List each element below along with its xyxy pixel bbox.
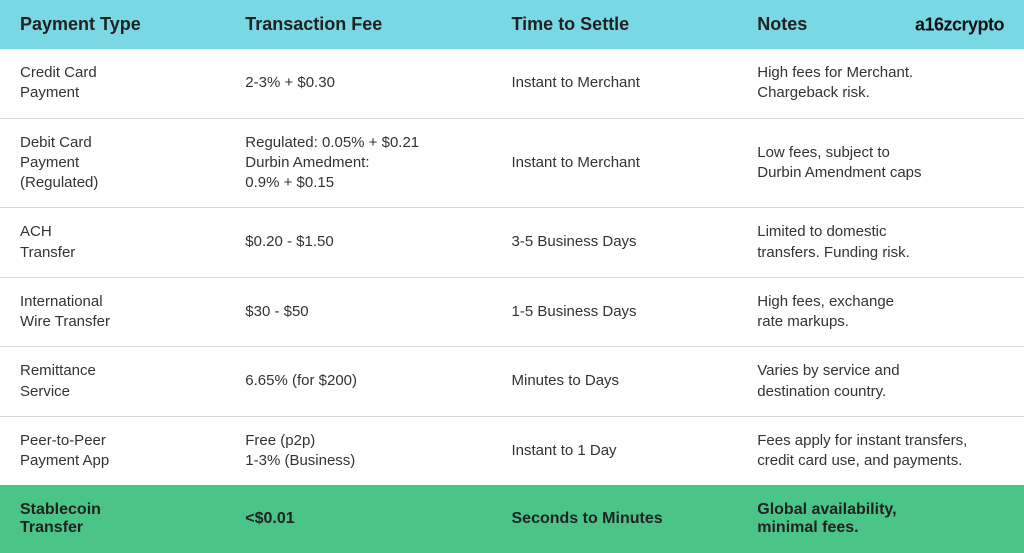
cell-fee: Free (p2p) 1-3% (Business) [225,416,491,485]
cell-payment-type: Stablecoin Transfer [0,485,225,553]
col-header: Transaction Fee [245,14,382,34]
brand-logo: a16zcrypto [915,14,1004,35]
cell-notes: Low fees, subject to Durbin Amendment ca… [737,118,1024,208]
highlight-row: Stablecoin Transfer <$0.01 Seconds to Mi… [0,485,1024,553]
col-header: Time to Settle [512,14,630,34]
cell-payment-type: Credit Card Payment [0,49,225,118]
cell-fee: Regulated: 0.05% + $0.21 Durbin Amedment… [225,118,491,208]
cell-fee: $0.20 - $1.50 [225,208,491,278]
cell-settle: 1-5 Business Days [492,277,738,347]
table-row: Credit Card Payment 2-3% + $0.30 Instant… [0,49,1024,118]
table-row: International Wire Transfer $30 - $50 1-… [0,277,1024,347]
cell-notes: Limited to domestic transfers. Funding r… [737,208,1024,278]
cell-settle: Instant to 1 Day [492,416,738,485]
cell-notes: Global availability, minimal fees. [737,485,1024,553]
cell-payment-type: International Wire Transfer [0,277,225,347]
cell-fee: <$0.01 [225,485,491,553]
cell-payment-type: Peer-to-Peer Payment App [0,416,225,485]
payment-comparison-table: Payment Type Transaction Fee Time to Set… [0,0,1024,553]
cell-settle: 3-5 Business Days [492,208,738,278]
cell-notes: Fees apply for instant transfers, credit… [737,416,1024,485]
col-header: Payment Type [20,14,141,34]
cell-notes: Varies by service and destination countr… [737,347,1024,417]
cell-settle: Instant to Merchant [492,49,738,118]
table-row: Peer-to-Peer Payment App Free (p2p) 1-3%… [0,416,1024,485]
cell-fee: $30 - $50 [225,277,491,347]
table-header-row: Payment Type Transaction Fee Time to Set… [0,0,1024,49]
cell-notes: High fees, exchange rate markups. [737,277,1024,347]
cell-payment-type: ACH Transfer [0,208,225,278]
table-row: Remittance Service 6.65% (for $200) Minu… [0,347,1024,417]
cell-notes: High fees for Merchant. Chargeback risk. [737,49,1024,118]
cell-fee: 2-3% + $0.30 [225,49,491,118]
cell-payment-type: Debit Card Payment (Regulated) [0,118,225,208]
cell-settle: Instant to Merchant [492,118,738,208]
table-row: ACH Transfer $0.20 - $1.50 3-5 Business … [0,208,1024,278]
cell-settle: Minutes to Days [492,347,738,417]
col-header: Notes [757,14,807,34]
cell-payment-type: Remittance Service [0,347,225,417]
cell-fee: 6.65% (for $200) [225,347,491,417]
table-row: Debit Card Payment (Regulated) Regulated… [0,118,1024,208]
cell-settle: Seconds to Minutes [492,485,738,553]
